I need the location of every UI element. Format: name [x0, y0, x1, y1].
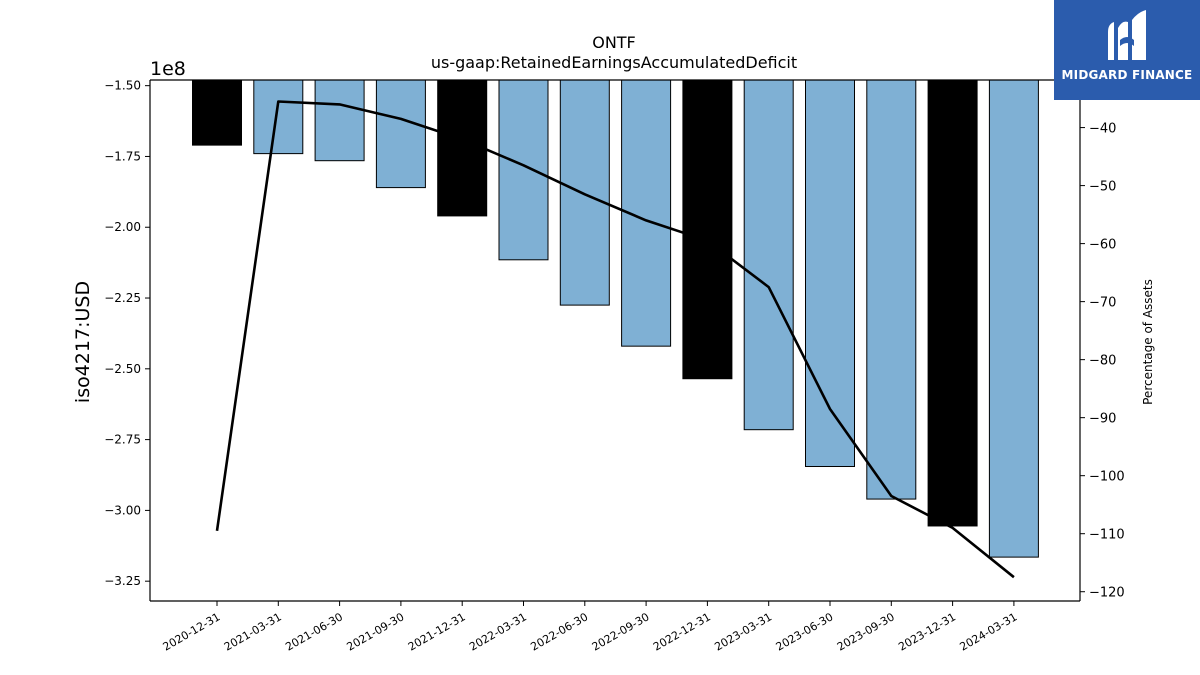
y2-tick-label: −70 — [1089, 296, 1116, 311]
x-tick-label: 2021-06-30 — [283, 610, 345, 653]
x-tick-label: 2023-09-30 — [835, 610, 897, 653]
y-tick-label: −2.50 — [104, 362, 141, 376]
bar-2022-12-31 — [682, 79, 733, 380]
y2-tick-label: −90 — [1089, 412, 1116, 427]
y2-tick-label: −100 — [1089, 470, 1125, 485]
y-axis-offset-label: 1e8 — [150, 58, 186, 80]
bar-2021-09-30 — [375, 79, 426, 189]
bar-2020-12-31 — [192, 79, 242, 146]
bar-2023-09-30 — [866, 79, 917, 500]
bar-2024-03-31 — [988, 79, 1039, 558]
y2-tick-label: −50 — [1089, 180, 1116, 195]
chart-title: ONTF — [592, 33, 636, 52]
y-tick-label: −2.75 — [104, 433, 141, 447]
y-tick-label: −2.00 — [104, 220, 141, 234]
x-tick-label: 2022-06-30 — [528, 610, 590, 653]
y-axis-label: iso4217:USD — [72, 281, 94, 403]
y-ticks-group: −1.50 −1.75 −2.00 −2.25 −2.50 −2.75 −3.00 −3.25 — [104, 79, 150, 588]
line-series-percentage-of-assets — [215, 100, 1015, 579]
line-series-group — [215, 100, 1015, 579]
midgard-finance-logo: MIDGARD FINANCE — [1054, 0, 1200, 100]
x-tick-label: 2021-09-30 — [345, 610, 407, 653]
x-tick-label: 2022-12-31 — [651, 610, 713, 653]
bar-2022-06-30 — [559, 79, 610, 306]
x-tick-label: 2023-06-30 — [774, 610, 836, 653]
bar-2023-06-30 — [805, 79, 855, 468]
y2-ticks-group: −40 −50 −60 −70 −80 −90 −100 −110 −120 — [1080, 122, 1125, 601]
y-tick-label: −2.25 — [104, 291, 141, 305]
x-tick-label: 2021-12-31 — [406, 610, 468, 653]
bar-2023-03-31 — [743, 79, 794, 431]
y-tick-label: −3.25 — [104, 574, 141, 588]
bar-2023-12-31 — [927, 79, 978, 527]
x-tick-label: 2022-09-30 — [590, 610, 652, 653]
y-tick-label: −1.75 — [104, 149, 141, 163]
axes-group — [149, 79, 1081, 602]
x-tick-label: 2023-12-31 — [896, 610, 958, 653]
x-ticks-group: 2020-12-31 2021-03-31 2021-06-30 2021-09-30… — [161, 601, 1020, 654]
x-tick-label: 2020-12-31 — [161, 610, 223, 653]
y2-tick-label: −120 — [1089, 586, 1125, 601]
x-tick-label: 2022-03-31 — [467, 610, 529, 653]
bars-group — [192, 79, 1039, 558]
logo-text: MIDGARD FINANCE — [1061, 68, 1193, 82]
chart-subtitle: us-gaap:RetainedEarningsAccumulatedDefic… — [431, 53, 797, 72]
bar-2022-03-31 — [498, 79, 549, 261]
y-tick-label: −1.50 — [104, 79, 141, 93]
midgard-logo-icon — [1108, 10, 1146, 61]
bar-2021-03-31 — [253, 79, 304, 155]
x-tick-label: 2021-03-31 — [222, 610, 284, 653]
y2-tick-label: −110 — [1089, 528, 1125, 543]
x-tick-label: 2023-03-31 — [712, 610, 774, 653]
y2-tick-label: −80 — [1089, 354, 1116, 369]
bar-2021-12-31 — [437, 79, 488, 217]
y-tick-label: −3.00 — [104, 503, 141, 517]
y2-axis-label: Percentage of Assets — [1141, 279, 1155, 405]
x-tick-label: 2024-03-31 — [958, 610, 1020, 653]
bar-2021-06-30 — [314, 79, 365, 162]
y2-tick-label: −40 — [1089, 122, 1116, 137]
y2-tick-label: −60 — [1089, 238, 1116, 253]
